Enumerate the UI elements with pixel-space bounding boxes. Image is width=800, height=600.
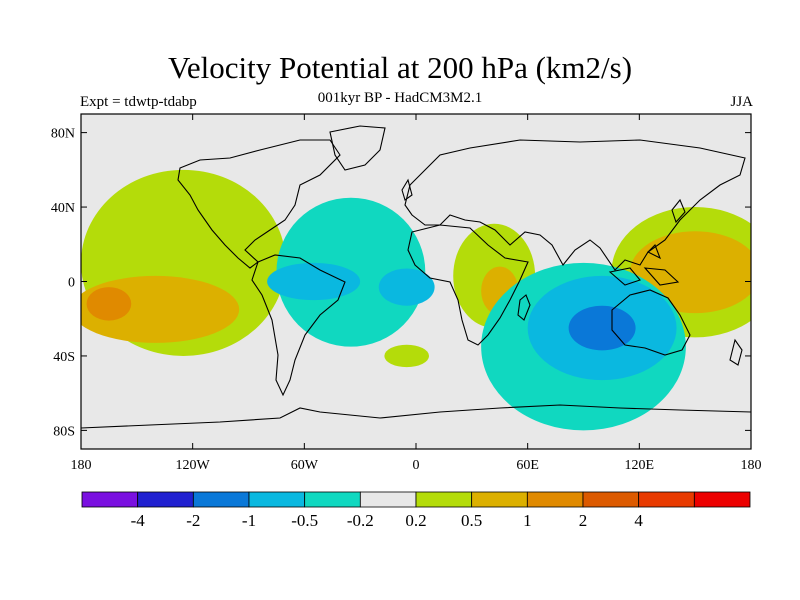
colorbar-label: -1 [242, 511, 256, 530]
colorbar-swatch [582, 491, 640, 508]
anomaly-region-13 [568, 305, 636, 351]
colorbar-swatch [359, 491, 417, 508]
y-tick-label: 0 [68, 276, 75, 291]
coastline-antarctica [81, 404, 751, 429]
coastline-uk [401, 178, 413, 201]
map-subtitle: 001kyr BP - HadCM3M2.1 [317, 90, 483, 106]
coastline-greenland [329, 125, 386, 171]
colorbar-swatch [192, 491, 250, 508]
colorbar-swatch [81, 491, 139, 508]
x-axis-ticks: 180 120W 60W 0 60E 120E 180 [71, 114, 762, 473]
anomaly-region-11 [378, 268, 435, 306]
colorbar-swatch [638, 491, 695, 508]
coastline-maritime-continent [608, 244, 680, 286]
x-tick-label: 60E [516, 458, 539, 473]
colorbar-swatch [526, 491, 584, 508]
x-tick-label: 60W [291, 458, 319, 473]
y-axis-ticks: 80N 40N 0 40S 80S [51, 127, 751, 439]
y-tick-label: 40N [51, 201, 75, 216]
anomaly-region-7 [86, 287, 132, 321]
coastline-north-america [177, 139, 341, 269]
y-tick-label: 80S [53, 424, 75, 439]
coastline-australia [611, 289, 691, 356]
colorbar-swatch [137, 491, 194, 508]
coastline-africa [407, 224, 529, 346]
experiment-label: Expt = tdwtp-tdabp [80, 94, 197, 110]
coastline-madagascar [517, 294, 531, 321]
x-tick-label: 120E [625, 458, 655, 473]
season-label: JJA [730, 94, 753, 110]
coastline-new-zealand [729, 338, 743, 366]
x-tick-label: 120W [176, 458, 211, 473]
coastline-eurasia [404, 139, 746, 271]
x-tick-label: 180 [71, 458, 92, 473]
colorbar-label: -0.5 [291, 511, 318, 530]
colorbar-swatch [693, 491, 751, 508]
colorbar: -4 -2 -1 -0.5 -0.2 0.2 0.5 1 2 4 [81, 491, 751, 530]
coastline-south-america [251, 254, 346, 397]
colorbar-label: -0.2 [347, 511, 374, 530]
colorbar-swatch [248, 491, 306, 508]
x-tick-label: 0 [413, 458, 420, 473]
coastlines [81, 125, 751, 429]
colorbar-swatch [471, 491, 528, 508]
anomaly-regions [81, 169, 751, 431]
colorbar-label: 1 [523, 511, 532, 530]
anomaly-region-10 [267, 262, 361, 301]
colorbar-label: -4 [131, 511, 146, 530]
coastline-japan [671, 198, 686, 224]
y-tick-label: 40S [53, 350, 75, 365]
colorbar-label: 0.5 [461, 511, 482, 530]
anomaly-region-3 [384, 344, 430, 368]
colorbar-swatch [304, 491, 361, 508]
map-title: Velocity Potential at 200 hPa (km2/s) [167, 50, 633, 85]
colorbar-label: 0.2 [405, 511, 426, 530]
y-tick-label: 80N [51, 127, 75, 142]
colorbar-swatch [415, 491, 473, 508]
x-tick-label: 180 [741, 458, 762, 473]
colorbar-label: 4 [634, 511, 643, 530]
colorbar-label: 2 [579, 511, 588, 530]
colorbar-label: -2 [186, 511, 200, 530]
